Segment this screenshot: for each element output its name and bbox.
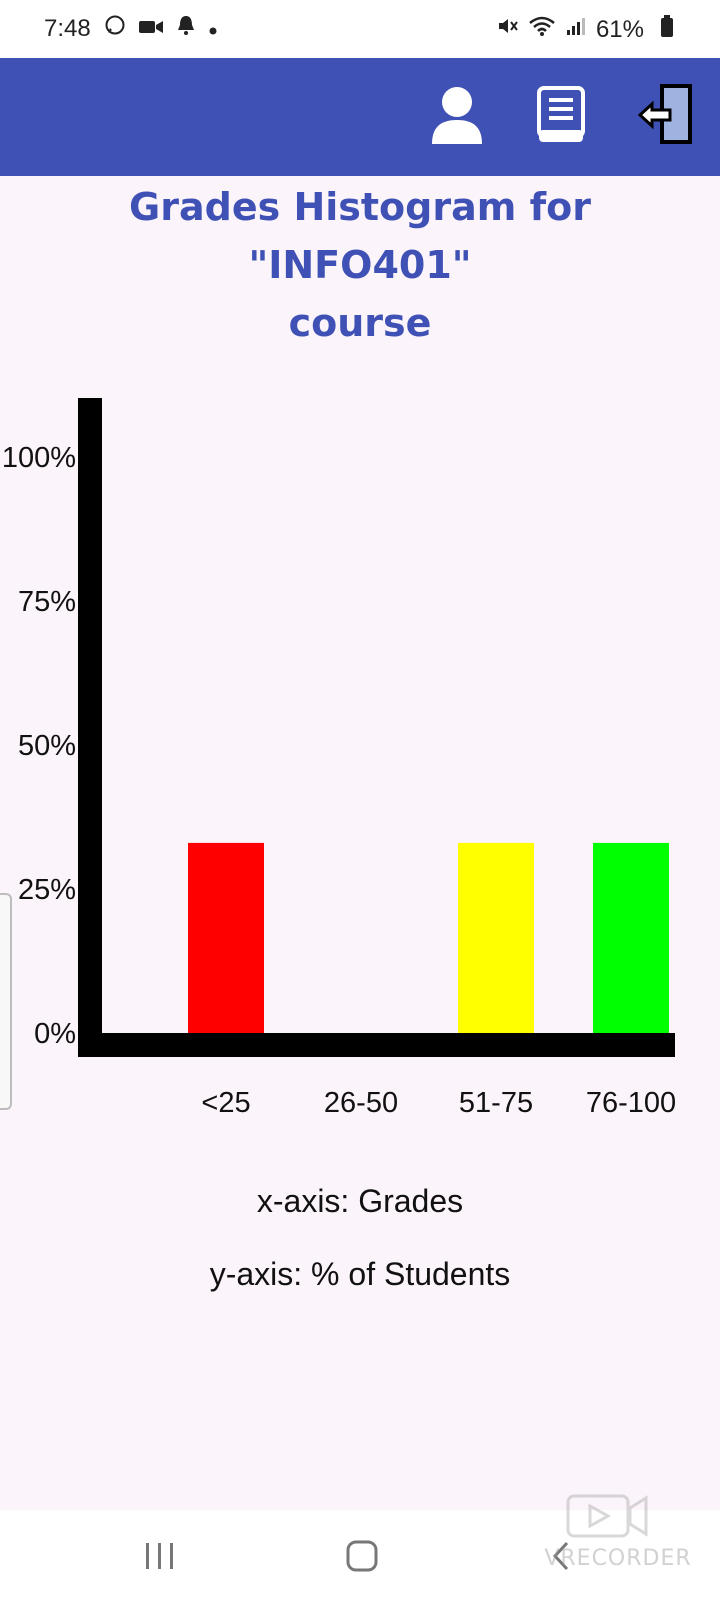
- edge-panel-handle[interactable]: [0, 893, 12, 1110]
- y-axis-caption: y-axis: % of Students: [209, 1256, 511, 1292]
- x-axis-line: [90, 1033, 675, 1057]
- y-tick-label: 25%: [18, 874, 76, 906]
- courses-button[interactable]: [530, 85, 592, 149]
- y-tick-label: 100%: [2, 442, 76, 474]
- page-title-line1: Grades Histogram for "INFO401": [129, 185, 591, 287]
- chart-svg: 0% 25% 50% 75% 100% <25 26-50 51-75 76-100: [2, 398, 676, 1119]
- x-tick-label: 51-75: [459, 1087, 533, 1119]
- y-tick-label: 0%: [34, 1018, 76, 1050]
- book-icon: [537, 85, 585, 149]
- y-tick-label: 50%: [18, 730, 76, 762]
- logout-icon: [636, 83, 694, 151]
- grades-histogram-chart: 0% 25% 50% 75% 100% <25 26-50 51-75 76-100: [0, 390, 720, 1230]
- back-icon: [547, 1539, 577, 1578]
- recorder-watermark: VRECORDER: [538, 1490, 698, 1580]
- y-tick-label: 75%: [18, 586, 76, 618]
- profile-button[interactable]: [426, 86, 488, 148]
- app-bar: [0, 58, 720, 176]
- x-tick-label: <25: [201, 1087, 250, 1119]
- x-axis-caption: x-axis: Grades: [256, 1183, 464, 1219]
- back-button[interactable]: [532, 1528, 592, 1588]
- x-tick-label: 76-100: [586, 1087, 676, 1119]
- profile-icon: [430, 84, 484, 151]
- page-title-line2: course: [288, 301, 432, 345]
- status-right-icons: 61%: [496, 14, 674, 45]
- watermark-text: VRECORDER: [544, 1546, 692, 1571]
- recent-apps-button[interactable]: [130, 1528, 190, 1588]
- home-button[interactable]: [332, 1528, 392, 1588]
- dot-icon: [208, 15, 218, 43]
- logout-button[interactable]: [634, 83, 696, 151]
- wifi-icon: [528, 15, 556, 44]
- video-recorder-icon: [538, 1494, 698, 1550]
- status-left-icons: [104, 14, 218, 43]
- status-time: 7:48: [44, 15, 91, 42]
- bar-2: [458, 842, 534, 1033]
- bar-3: [593, 842, 669, 1033]
- x-tick-label: 26-50: [324, 1087, 398, 1119]
- status-bar: 7:48: [0, 0, 720, 58]
- navigation-bar: [0, 1510, 720, 1600]
- bar-0: [188, 842, 264, 1033]
- signal-icon: [566, 15, 586, 44]
- video-camera-icon: [138, 15, 164, 43]
- battery-text: 61%: [595, 15, 644, 43]
- notification-bell-icon: [176, 14, 196, 43]
- whatsapp-icon: [104, 14, 126, 43]
- mute-icon: [496, 15, 518, 44]
- home-icon: [345, 1539, 379, 1578]
- battery-icon: [660, 14, 674, 45]
- page-title: Grades Histogram for "INFO401" course: [20, 178, 700, 352]
- y-axis-line: [78, 398, 102, 1057]
- recent-apps-icon: [143, 1541, 177, 1576]
